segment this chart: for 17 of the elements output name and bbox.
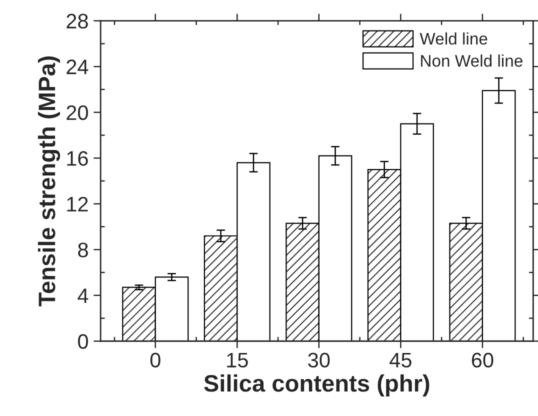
y-tick-label: 28 [66,14,88,29]
y-tick-label: 24 [66,60,88,74]
x-tick-label: 30 [308,352,330,368]
x-axis-title: Silica contents (phr) [204,374,430,396]
legend-label: Non Weld line [421,54,522,67]
y-tick-label: 8 [78,242,88,258]
y-axis-title: Tensile strength (MPa) [38,56,60,306]
y-tick-label: 12 [67,196,88,212]
legend-label: Weld line [420,32,488,45]
y-tick-label: 20 [66,105,88,120]
y-tick-label: 0 [78,334,88,349]
y-tick-label: 16 [67,151,88,166]
y-tick-label: 4 [78,288,88,303]
x-tick-label: 45 [390,352,412,368]
x-tick-label: 60 [472,352,494,368]
x-tick-label: 0 [150,352,160,368]
x-tick-label: 15 [227,352,248,368]
